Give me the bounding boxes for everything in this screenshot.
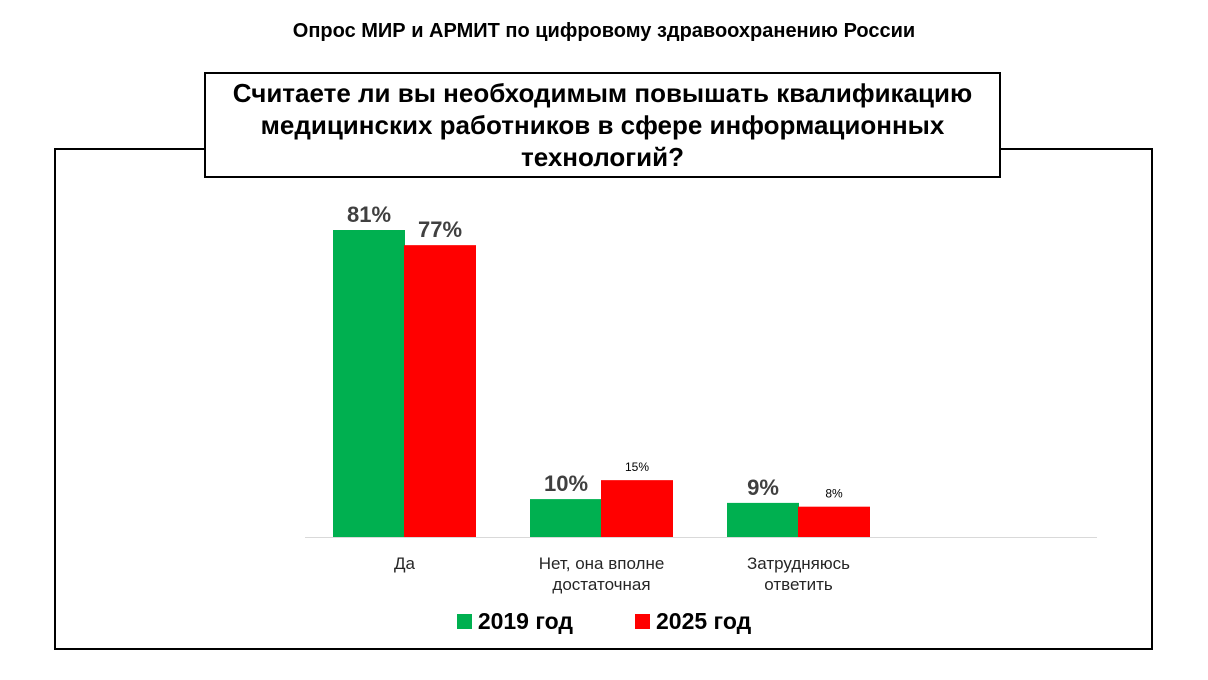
category-label-0-0: Да bbox=[394, 554, 416, 573]
bar-2025-1 bbox=[601, 480, 673, 537]
category-label-1-1: достаточная bbox=[552, 575, 650, 594]
data-label-2019-2: 9% bbox=[747, 475, 779, 500]
category-label-2-0: Затрудняюсь bbox=[747, 554, 850, 573]
legend-item-2019: 2019 год bbox=[456, 608, 573, 635]
bar-2025-0 bbox=[404, 245, 476, 537]
legend-item-2025: 2025 год bbox=[635, 608, 751, 635]
data-label-2019-1: 10% bbox=[544, 471, 588, 496]
data-label-2025-1: 15% bbox=[625, 460, 649, 474]
bar-2025-2 bbox=[798, 506, 870, 537]
data-label-2025-2: 8% bbox=[825, 487, 843, 501]
category-label-2-1: ответить bbox=[764, 575, 833, 594]
chart-legend: 2019 год 2025 год bbox=[0, 608, 1208, 635]
chart-frame bbox=[54, 148, 1153, 650]
question-box: Считаете ли вы необходимым повышать квал… bbox=[204, 72, 1001, 178]
bar-2019-1 bbox=[530, 499, 602, 537]
legend-swatch-2025 bbox=[635, 614, 650, 629]
category-label-1-0: Нет, она вполне bbox=[539, 554, 665, 573]
legend-label-2019: 2019 год bbox=[477, 608, 573, 634]
question-text: Считаете ли вы необходимым повышать квал… bbox=[232, 78, 973, 172]
data-label-2025-0: 77% bbox=[418, 217, 462, 242]
bar-2019-0 bbox=[333, 230, 405, 537]
legend-label-2025: 2025 год bbox=[656, 608, 752, 634]
bar-2019-2 bbox=[727, 502, 799, 537]
page-title: Опрос МИР и АРМИТ по цифровому здравоохр… bbox=[292, 20, 916, 42]
legend-swatch-2019 bbox=[456, 614, 472, 629]
data-label-2019-0: 81% bbox=[347, 202, 391, 227]
